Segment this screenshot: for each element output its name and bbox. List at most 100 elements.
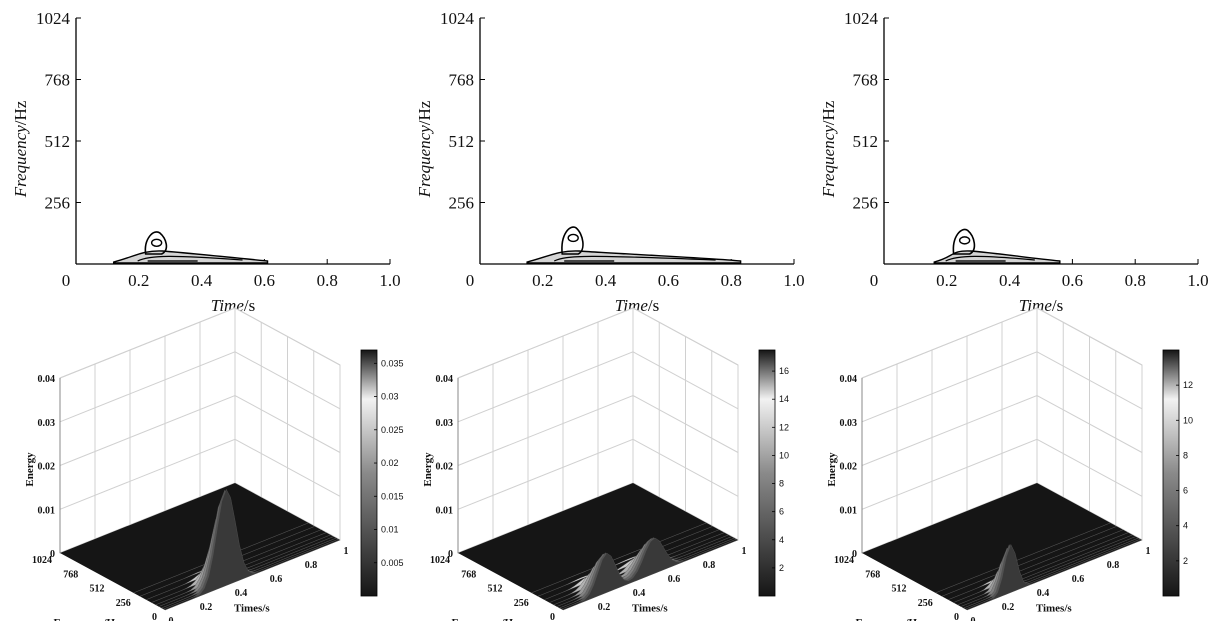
z-tick-label: 0.02 <box>436 462 454 473</box>
z-gridline <box>59 438 341 510</box>
colorbar-tick-label: 6 <box>779 507 784 517</box>
x-tick-label: 0.8 <box>703 560 716 571</box>
surface-slice <box>531 522 707 594</box>
y-tick-label: 768 <box>865 569 880 580</box>
x-axis-label-unit: /s <box>1052 296 1063 315</box>
x-axis-label-name: Time <box>615 296 649 315</box>
y-tick-label: 256 <box>853 194 879 213</box>
surface-slice <box>562 537 739 611</box>
z-tick-label: 0.03 <box>840 418 858 429</box>
y-tick-label: 256 <box>45 194 71 213</box>
x-tick-label: 0.8 <box>305 560 318 571</box>
colorbar-tick-label: 2 <box>779 563 784 573</box>
colorbar-tick-label: 8 <box>779 479 784 489</box>
y-axis-label-unit: /Hz <box>415 100 434 125</box>
x-tick-label: 0.2 <box>1002 602 1015 613</box>
y-axis-label: Frequency/Hz <box>856 617 923 621</box>
y-tick-label: 768 <box>853 71 879 90</box>
surface-panel-2: 0.20.40.60.810256512768102400.010.020.03… <box>422 307 789 621</box>
colorbar-tick-label: 0.01 <box>381 525 399 535</box>
colorbar-tick-label: 0.02 <box>381 458 399 468</box>
y-tick-label: 1024 <box>430 555 450 566</box>
y-axis-label-name: Frequency <box>819 125 838 199</box>
contour-panel-3: 0 0.2 0.4 0.6 0.8 1.0 256 512 768 1024 Time/s Frequ… <box>819 9 1209 315</box>
z-tick-label: 0.02 <box>38 462 56 473</box>
y-axis-label-unit: /Hz <box>11 100 30 125</box>
z-gridline <box>861 351 1143 423</box>
surface-slice <box>966 539 1143 611</box>
x-tick-label: 1 <box>1146 546 1151 557</box>
contour-line <box>553 255 716 262</box>
x-axis-label: Time/s <box>1019 296 1063 315</box>
contour-panel-2: 0 0.2 0.4 0.6 0.8 1.0 256 512 768 1024 Time/s Frequ… <box>415 9 805 315</box>
z-tick-label: 0.03 <box>436 418 454 429</box>
y-tick-label: 512 <box>90 584 105 595</box>
z-gridline <box>59 351 341 423</box>
surface-floor <box>60 483 340 610</box>
x-tick-label: 0 <box>62 271 71 290</box>
colorbar-tick-label: 0.035 <box>381 358 404 368</box>
x-axis-label-unit: /s <box>648 296 659 315</box>
contour-line <box>137 255 243 262</box>
x-tick-label: 1.0 <box>1187 271 1208 290</box>
y-tick-label: 512 <box>892 584 907 595</box>
z-tick-label: 0 <box>852 549 857 560</box>
z-gridline <box>59 394 341 466</box>
x-tick-label: 0.6 <box>668 574 681 585</box>
y-axis-label-unit: /Hz <box>819 100 838 125</box>
contour-line <box>945 255 1035 262</box>
colorbar-tick-label: 0.03 <box>381 392 399 402</box>
x-tick-label: 0.8 <box>1125 271 1146 290</box>
y-axis-label: Frequency/Hz <box>54 617 121 621</box>
x-axis-label: Times/s <box>632 603 669 615</box>
y-tick-label: 0 <box>954 612 959 621</box>
colorbar-tick-label: 10 <box>1183 415 1193 425</box>
z-tick-label: 0 <box>448 549 453 560</box>
colorbar <box>360 349 378 597</box>
y-axis-label: Frequency/Hz <box>819 100 838 198</box>
x-tick-label: 0.6 <box>270 574 283 585</box>
z-axis-label: Energy <box>24 452 36 487</box>
x-tick-label: 1 <box>742 546 747 557</box>
surface-floor <box>862 483 1142 610</box>
contour-peak-inner <box>958 236 971 245</box>
y-tick-label: 512 <box>488 584 503 595</box>
x-tick-label: 0.8 <box>317 271 338 290</box>
z-axis-label: Energy <box>826 452 838 487</box>
colorbar-tick-label: 0.005 <box>381 558 404 568</box>
z-tick-label: 0.02 <box>840 462 858 473</box>
z-gridline <box>457 438 739 510</box>
y-tick-label: 1024 <box>440 9 475 28</box>
x-tick-label: 0.4 <box>1037 588 1050 599</box>
colorbar-tick-label: 8 <box>1183 450 1188 460</box>
surface-slice <box>935 522 1111 594</box>
y-axis-label-name: Frequency <box>415 125 434 199</box>
x-tick-label: 0.2 <box>598 602 611 613</box>
z-gridline <box>457 351 739 423</box>
y-axis-label: Frequency/Hz <box>11 100 30 198</box>
colorbar-tick-label: 12 <box>779 422 789 432</box>
x-tick-label: 0.4 <box>191 271 213 290</box>
contour-panel-1: 0 0.2 0.4 0.6 0.8 1.02565127681024Time/sFrequ… <box>11 9 401 315</box>
z-gridline <box>59 307 341 379</box>
x-tick-label: 0.2 <box>200 602 213 613</box>
colorbar-tick-label: 10 <box>779 450 789 460</box>
y-tick-label: 256 <box>918 598 933 609</box>
colorbar-tick-label: 16 <box>779 366 789 376</box>
contour-peak-outer <box>561 226 584 255</box>
contour-peak-inner <box>150 238 163 247</box>
x-axis-label-unit: /s <box>244 296 255 315</box>
colorbar-tick-label: 0.015 <box>381 491 404 501</box>
surface-slice <box>133 522 309 594</box>
y-tick-label: 256 <box>449 194 475 213</box>
x-axis-label: Times/s <box>1036 603 1073 615</box>
y-tick-label: 512 <box>853 132 879 151</box>
z-gridline <box>861 307 1143 379</box>
z-tick-label: 0.04 <box>436 374 454 385</box>
colorbar-tick-label: 2 <box>1183 556 1188 566</box>
x-tick-label: 0 <box>169 616 174 621</box>
x-axis-label: Time/s <box>615 296 659 315</box>
x-tick-label: 0.6 <box>1062 271 1083 290</box>
x-tick-label: 0.6 <box>658 271 679 290</box>
